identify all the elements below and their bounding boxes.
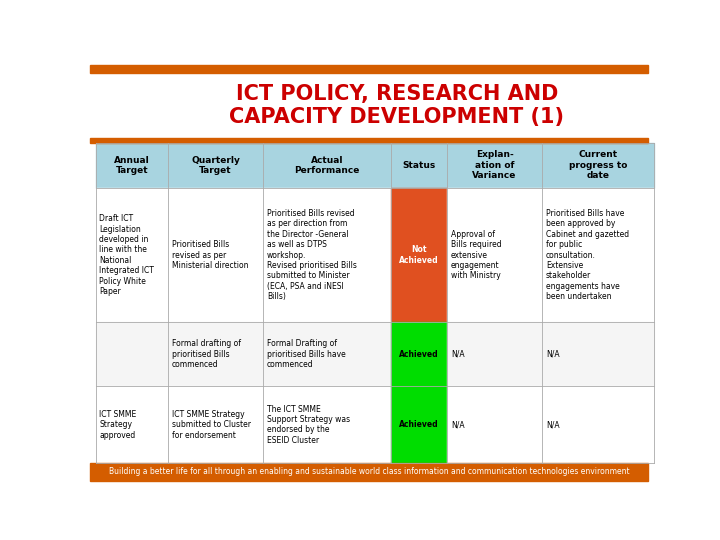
Bar	[90, 463, 648, 481]
Text: Draft ICT
Legislation
developed in
line with the
National
Integrated ICT
Policy : Draft ICT Legislation developed in line …	[99, 214, 154, 296]
Bar	[96, 386, 168, 463]
Text: N/A: N/A	[546, 350, 559, 359]
Bar	[168, 188, 263, 322]
Text: Achieved: Achieved	[400, 420, 439, 429]
Bar	[542, 386, 654, 463]
Text: Prioritised Bills revised
as per direction from
the Director -General
as well as: Prioritised Bills revised as per directi…	[267, 209, 357, 301]
Text: Prioritised Bills
revised as per
Ministerial direction: Prioritised Bills revised as per Ministe…	[172, 240, 248, 270]
Text: N/A: N/A	[451, 350, 464, 359]
Bar	[542, 322, 654, 386]
Text: Status: Status	[402, 161, 436, 170]
Text: Actual
Performance: Actual Performance	[294, 156, 360, 175]
Bar	[447, 322, 542, 386]
Bar	[263, 188, 392, 322]
Bar	[447, 386, 542, 463]
Text: Building a better life for all through an enabling and sustainable world class i: Building a better life for all through a…	[109, 467, 629, 476]
Text: Explan-
ation of
Variance: Explan- ation of Variance	[472, 151, 517, 180]
Bar	[447, 143, 542, 188]
Text: Current
progress to
date: Current progress to date	[569, 151, 627, 180]
Text: Formal drafting of
prioritised Bills
commenced: Formal drafting of prioritised Bills com…	[172, 339, 241, 369]
Text: Quarterly
Target: Quarterly Target	[191, 156, 240, 175]
Bar	[90, 65, 648, 73]
Bar	[263, 143, 392, 188]
Text: ICT SMME
Strategy
approved: ICT SMME Strategy approved	[99, 410, 137, 440]
Text: ICT SMME Strategy
submitted to Cluster
for endorsement: ICT SMME Strategy submitted to Cluster f…	[172, 410, 251, 440]
Bar	[96, 143, 168, 188]
Bar	[542, 188, 654, 322]
Bar	[263, 386, 392, 463]
Bar	[447, 188, 542, 322]
Text: Approval of
Bills required
extensive
engagement
with Ministry: Approval of Bills required extensive eng…	[451, 230, 502, 280]
Bar	[542, 143, 654, 188]
Bar	[168, 143, 263, 188]
Text: N/A: N/A	[451, 420, 464, 429]
Bar	[90, 138, 648, 143]
Bar	[90, 73, 648, 138]
Bar	[96, 322, 168, 386]
Text: Prioritised Bills have
been approved by
Cabinet and gazetted
for public
consulta: Prioritised Bills have been approved by …	[546, 209, 629, 301]
Bar	[96, 188, 168, 322]
Text: ICT POLICY, RESEARCH AND
CAPACITY DEVELOPMENT (1): ICT POLICY, RESEARCH AND CAPACITY DEVELO…	[230, 84, 564, 127]
Bar	[392, 322, 447, 386]
Bar	[168, 386, 263, 463]
Text: Annual
Target: Annual Target	[114, 156, 150, 175]
Text: Achieved: Achieved	[400, 350, 439, 359]
Bar	[392, 188, 447, 322]
Bar	[263, 322, 392, 386]
Bar	[392, 386, 447, 463]
Text: The ICT SMME
Support Strategy was
endorsed by the
ESEID Cluster: The ICT SMME Support Strategy was endors…	[267, 404, 350, 445]
Text: Not
Achieved: Not Achieved	[400, 245, 439, 265]
Text: N/A: N/A	[546, 420, 559, 429]
Text: Formal Drafting of
prioritised Bills have
commenced: Formal Drafting of prioritised Bills hav…	[267, 339, 346, 369]
Bar	[392, 143, 447, 188]
Bar	[168, 322, 263, 386]
